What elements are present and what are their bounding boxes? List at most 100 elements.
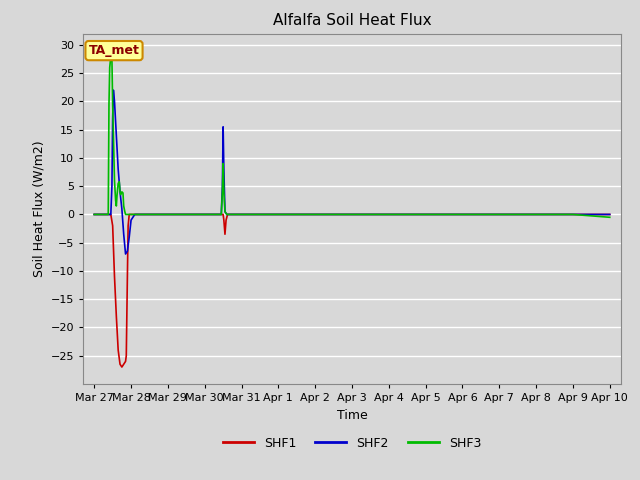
SHF2 <box>90 212 98 217</box>
SHF3 <box>122 212 129 217</box>
SHF1 <box>125 212 133 217</box>
SHF3 <box>90 212 98 217</box>
SHF3 <box>108 56 116 62</box>
SHF1 <box>129 212 137 217</box>
SHF3 <box>275 212 282 217</box>
SHF2 <box>116 189 124 195</box>
SHF3 <box>120 203 127 209</box>
SHF3 <box>569 212 577 217</box>
SHF3 <box>111 178 118 183</box>
SHF2 <box>311 212 319 217</box>
SHF3 <box>164 212 172 217</box>
SHF2 <box>129 215 137 220</box>
SHF2 <box>132 212 140 217</box>
SHF1 <box>606 212 614 217</box>
SHF1 <box>422 212 429 217</box>
SHF2 <box>422 212 429 217</box>
SHF3 <box>116 189 124 195</box>
SHF3 <box>131 212 139 217</box>
SHF1 <box>118 364 125 370</box>
SHF3 <box>220 189 228 195</box>
SHF1 <box>385 212 393 217</box>
SHF1 <box>107 212 115 217</box>
SHF1 <box>127 212 135 217</box>
SHF2 <box>220 124 227 130</box>
SHF3 <box>218 212 225 217</box>
SHF2 <box>134 212 142 217</box>
SHF2 <box>532 212 540 217</box>
SHF1 <box>221 231 229 237</box>
SHF1 <box>224 212 232 217</box>
SHF2 <box>111 98 118 104</box>
Line: SHF1: SHF1 <box>94 215 610 367</box>
SHF2 <box>118 206 125 212</box>
SHF2 <box>107 212 115 217</box>
SHF1 <box>311 212 319 217</box>
SHF1 <box>220 217 228 223</box>
SHF3 <box>117 192 125 198</box>
SHF2 <box>109 87 117 93</box>
SHF1 <box>113 313 120 319</box>
SHF1 <box>348 212 356 217</box>
SHF3 <box>112 197 120 203</box>
SHF3 <box>115 180 122 186</box>
SHF1 <box>116 361 124 367</box>
SHF2 <box>120 231 127 237</box>
SHF2 <box>113 132 120 138</box>
SHF3 <box>223 212 230 217</box>
Y-axis label: Soil Heat Flux (W/m2): Soil Heat Flux (W/m2) <box>32 141 45 277</box>
SHF3 <box>237 212 245 217</box>
SHF1 <box>90 212 98 217</box>
SHF2 <box>606 212 614 217</box>
SHF3 <box>348 212 356 217</box>
SHF2 <box>164 212 172 217</box>
SHF3 <box>385 212 393 217</box>
SHF2 <box>220 167 228 172</box>
SHF3 <box>113 203 120 209</box>
SHF2 <box>221 209 229 215</box>
SHF1 <box>220 212 227 217</box>
SHF3 <box>105 101 113 107</box>
SHF3 <box>129 212 137 217</box>
SHF1 <box>120 361 127 367</box>
SHF1 <box>237 212 245 217</box>
SHF1 <box>569 212 577 217</box>
SHF3 <box>221 209 229 215</box>
SHF3 <box>606 215 614 220</box>
SHF2 <box>495 212 503 217</box>
SHF3 <box>118 189 125 195</box>
SHF2 <box>237 212 245 217</box>
SHF3 <box>220 161 227 167</box>
SHF3 <box>125 212 133 217</box>
SHF3 <box>127 212 135 217</box>
SHF2 <box>569 212 577 217</box>
SHF1 <box>124 223 132 228</box>
SHF2 <box>275 212 282 217</box>
SHF2 <box>218 183 226 189</box>
SHF3 <box>124 212 131 217</box>
Text: TA_met: TA_met <box>88 44 140 57</box>
SHF2 <box>124 248 131 254</box>
SHF3 <box>123 212 131 217</box>
X-axis label: Time: Time <box>337 408 367 421</box>
SHF3 <box>121 209 129 215</box>
SHF2 <box>218 212 225 217</box>
SHF1 <box>124 274 131 279</box>
SHF3 <box>119 190 127 196</box>
SHF1 <box>222 217 230 223</box>
SHF2 <box>125 234 133 240</box>
SHF3 <box>106 65 113 71</box>
Legend: SHF1, SHF2, SHF3: SHF1, SHF2, SHF3 <box>218 432 486 455</box>
SHF3 <box>109 132 117 138</box>
SHF3 <box>218 189 226 195</box>
SHF3 <box>311 212 319 217</box>
SHF1 <box>275 212 282 217</box>
SHF3 <box>495 212 503 217</box>
SHF3 <box>107 53 115 59</box>
SHF3 <box>532 212 540 217</box>
SHF2 <box>108 183 116 189</box>
SHF2 <box>122 251 129 257</box>
SHF1 <box>532 212 540 217</box>
SHF1 <box>115 347 122 353</box>
SHF3 <box>104 212 112 217</box>
